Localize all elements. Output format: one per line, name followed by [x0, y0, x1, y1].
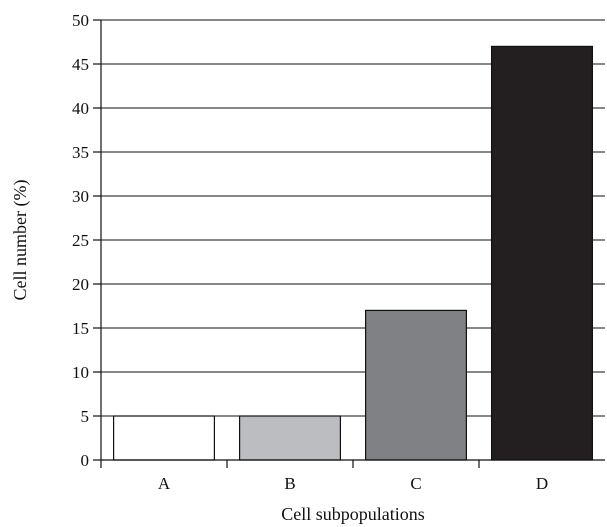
gridlines	[101, 19, 605, 417]
y-tick-label-35: 35	[72, 143, 89, 162]
y-tick-label-40: 40	[72, 99, 89, 118]
x-axis-label: Cell subpopulations	[281, 504, 425, 524]
y-axis-label: Cell number (%)	[10, 180, 31, 301]
bar-C	[365, 309, 468, 461]
x-tick-label-B: B	[284, 474, 295, 493]
x-tick-label-A: A	[158, 474, 171, 493]
x-tick-label-C: C	[410, 474, 421, 493]
y-ticks: 0 5 10 15 20 25 30 35 40 45 50	[72, 11, 101, 470]
bar-B	[239, 415, 342, 461]
y-tick-label-10: 10	[72, 363, 89, 382]
y-tick-label-50: 50	[72, 11, 89, 30]
y-tick-label-15: 15	[72, 319, 89, 338]
x-ticks: A B C D	[100, 460, 548, 493]
y-tick-label-45: 45	[72, 55, 89, 74]
bar-D	[491, 45, 594, 461]
x-tick-label-D: D	[536, 474, 548, 493]
y-tick-label-30: 30	[72, 187, 89, 206]
y-tick-label-0: 0	[81, 451, 90, 470]
y-tick-label-20: 20	[72, 275, 89, 294]
y-tick-label-5: 5	[81, 407, 90, 426]
y-tick-label-25: 25	[72, 231, 89, 250]
bar-A	[112, 415, 216, 461]
